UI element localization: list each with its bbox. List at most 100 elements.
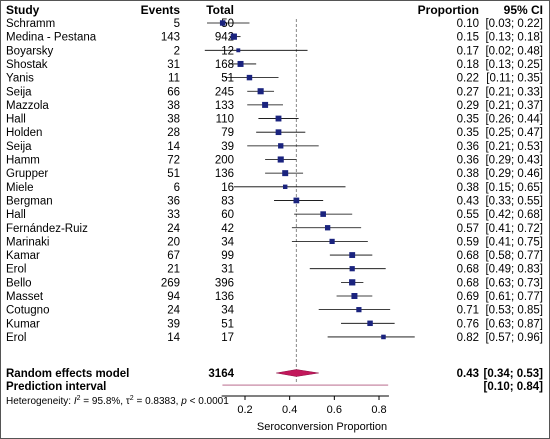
study-total: 60 bbox=[221, 209, 234, 221]
point-estimate-square bbox=[278, 143, 284, 149]
study-total: 110 bbox=[216, 114, 234, 126]
study-proportion: 0.71 bbox=[457, 305, 479, 317]
study-events: 33 bbox=[167, 209, 180, 221]
study-proportion: 0.82 bbox=[457, 332, 479, 344]
point-estimate-square bbox=[320, 211, 326, 217]
study-name: Erol bbox=[6, 264, 26, 276]
summary-label: Random effects model bbox=[6, 368, 129, 380]
heterogeneity-stats: Heterogeneity: I2 = 95.8%, τ2 = 0.8383, … bbox=[6, 395, 229, 407]
study-row: Erol 14 17 0.82 [0.57; 0.96] bbox=[6, 332, 543, 344]
study-name: Cotugno bbox=[6, 305, 49, 317]
study-proportion: 0.68 bbox=[457, 277, 479, 289]
point-estimate-square bbox=[262, 101, 269, 108]
study-ci: [0.21; 0.53] bbox=[485, 141, 543, 153]
study-ci: [0.53; 0.85] bbox=[485, 305, 543, 317]
study-total: 136 bbox=[215, 291, 234, 303]
study-name: Seija bbox=[6, 86, 32, 98]
study-events: 11 bbox=[168, 73, 180, 85]
study-row: Seija 66 245 0.27 [0.21; 0.33] bbox=[6, 86, 543, 98]
study-row: Seija 14 39 0.36 [0.21; 0.53] bbox=[6, 141, 543, 153]
study-row: Kumar 39 51 0.76 [0.63; 0.87] bbox=[6, 318, 543, 330]
study-row: Hall 33 60 0.55 [0.42; 0.68] bbox=[6, 209, 543, 221]
study-proportion: 0.17 bbox=[457, 45, 479, 57]
study-events: 6 bbox=[174, 182, 180, 194]
study-total: 99 bbox=[221, 250, 234, 262]
study-proportion: 0.38 bbox=[457, 182, 479, 194]
study-name: Bergman bbox=[6, 195, 53, 207]
study-ci: [0.02; 0.48] bbox=[485, 45, 543, 57]
point-estimate-square bbox=[277, 156, 284, 163]
study-name: Hamm bbox=[6, 155, 40, 167]
study-total: 16 bbox=[221, 182, 234, 194]
point-estimate-square bbox=[219, 20, 226, 26]
study-proportion: 0.36 bbox=[457, 141, 479, 153]
study-proportion: 0.15 bbox=[457, 32, 479, 44]
study-ci: [0.49; 0.83] bbox=[485, 264, 543, 276]
summary-total: 3164 bbox=[208, 368, 234, 380]
study-events: 36 bbox=[167, 195, 180, 207]
study-total: 31 bbox=[221, 264, 234, 276]
study-row: Masset 94 136 0.69 [0.61; 0.77] bbox=[6, 291, 543, 303]
x-tick-label: 0.8 bbox=[371, 404, 386, 416]
study-name: Mazzola bbox=[6, 100, 49, 112]
header-study: Study bbox=[6, 3, 40, 17]
x-tick-label: 0.4 bbox=[282, 404, 297, 416]
study-proportion: 0.10 bbox=[457, 18, 479, 30]
study-total: 83 bbox=[221, 195, 234, 207]
study-events: 143 bbox=[161, 32, 180, 44]
study-events: 72 bbox=[167, 155, 180, 167]
study-events: 269 bbox=[161, 277, 180, 289]
study-proportion: 0.43 bbox=[457, 195, 479, 207]
study-ci: [0.57; 0.96] bbox=[485, 332, 543, 344]
study-events: 31 bbox=[167, 59, 180, 71]
point-estimate-square bbox=[275, 115, 282, 122]
header-proportion: Proportion bbox=[418, 3, 479, 17]
study-proportion: 0.22 bbox=[457, 73, 479, 85]
study-row: Mazzola 38 133 0.29 [0.21; 0.37] bbox=[6, 100, 543, 112]
study-ci: [0.03; 0.22] bbox=[485, 18, 543, 30]
study-proportion: 0.18 bbox=[457, 59, 479, 71]
study-name: Medina - Pestana bbox=[6, 32, 97, 44]
study-total: 79 bbox=[221, 127, 234, 139]
point-estimate-square bbox=[324, 225, 331, 231]
study-name: Kamar bbox=[6, 250, 40, 262]
study-row: Erol 21 31 0.68 [0.49; 0.83] bbox=[6, 264, 543, 276]
study-total: 51 bbox=[221, 318, 234, 330]
study-ci: [0.21; 0.33] bbox=[485, 86, 543, 98]
study-ci: [0.42; 0.68] bbox=[485, 209, 543, 221]
study-rows: Schramm 5 50 0.10 [0.03; 0.22]Medina - Pesta… bbox=[6, 18, 543, 344]
study-proportion: 0.29 bbox=[457, 100, 479, 112]
study-row: Miele 6 16 0.38 [0.15; 0.65] bbox=[6, 182, 543, 194]
study-name: Bello bbox=[6, 277, 32, 289]
study-events: 20 bbox=[167, 236, 180, 248]
study-total: 34 bbox=[221, 236, 234, 248]
study-name: Schramm bbox=[6, 18, 55, 30]
study-events: 39 bbox=[167, 318, 180, 330]
study-events: 21 bbox=[167, 264, 180, 276]
point-estimate-square bbox=[329, 238, 335, 244]
study-ci: [0.26; 0.44] bbox=[485, 114, 543, 126]
study-row: Holden 28 79 0.35 [0.25; 0.47] bbox=[6, 127, 543, 139]
study-total: 133 bbox=[215, 100, 234, 112]
study-row: Yanis 11 51 0.22 [0.11; 0.35] bbox=[6, 73, 543, 85]
study-total: 168 bbox=[215, 59, 234, 71]
x-axis-ticks: 0.2 0.4 0.6 0.8 bbox=[237, 396, 387, 416]
point-estimate-square bbox=[282, 170, 289, 177]
study-name: Hall bbox=[6, 114, 26, 126]
study-events: 14 bbox=[167, 141, 180, 153]
point-estimate-square bbox=[257, 88, 264, 95]
study-total: 17 bbox=[221, 332, 234, 344]
study-total: 12 bbox=[221, 45, 234, 57]
study-name: Marinaki bbox=[6, 236, 49, 248]
study-events: 24 bbox=[167, 305, 180, 317]
study-total: 200 bbox=[215, 155, 234, 167]
study-name: Yanis bbox=[6, 73, 34, 85]
study-ci: [0.33; 0.55] bbox=[485, 195, 543, 207]
study-proportion: 0.68 bbox=[457, 264, 479, 276]
header-ci: 95% CI bbox=[504, 3, 543, 17]
study-row: Schramm 5 50 0.10 [0.03; 0.22] bbox=[6, 18, 543, 30]
study-total: 42 bbox=[221, 223, 234, 235]
study-ci: [0.21; 0.37] bbox=[485, 100, 543, 112]
study-row: Bello 269 396 0.68 [0.63; 0.73] bbox=[6, 277, 543, 289]
